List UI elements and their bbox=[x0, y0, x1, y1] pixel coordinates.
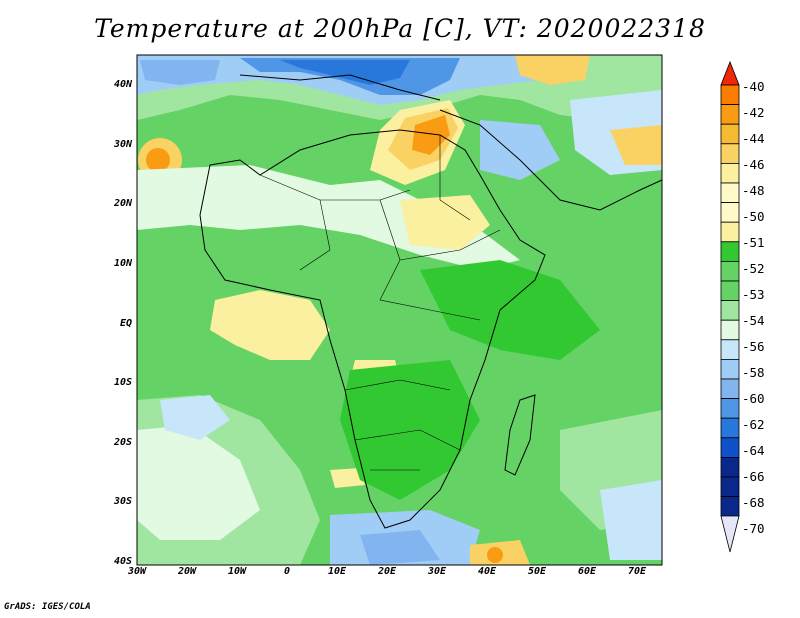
colorbar-label: -70 bbox=[742, 521, 765, 536]
lon-label: 30W bbox=[127, 566, 147, 577]
map-title: Temperature at 200hPa [C], VT: 202002231… bbox=[94, 14, 706, 43]
colorbar-top-arrow bbox=[720, 60, 740, 86]
colorbar-label: -53 bbox=[742, 287, 765, 302]
colorbar-label: -54 bbox=[742, 313, 765, 328]
lat-label: 10N bbox=[113, 258, 132, 269]
lat-label: 40N bbox=[113, 79, 132, 90]
colorbar-label: -44 bbox=[742, 131, 765, 146]
colorbar-label: -40 bbox=[742, 79, 765, 94]
colorbar-label: -46 bbox=[742, 157, 765, 172]
lat-label: 40S bbox=[113, 556, 132, 567]
coastlines bbox=[199, 74, 663, 529]
colorbar-label: -50 bbox=[742, 209, 765, 224]
colorbar-label: -56 bbox=[742, 339, 765, 354]
lon-label: 30E bbox=[427, 566, 447, 577]
lon-label: 20E bbox=[377, 566, 397, 577]
map-frame bbox=[136, 54, 663, 566]
lon-label: 50E bbox=[527, 566, 547, 577]
lon-label: 0 bbox=[283, 566, 291, 577]
lon-label: 70E bbox=[627, 566, 647, 577]
colorbar-label: -60 bbox=[742, 391, 765, 406]
colorbar-label: -68 bbox=[742, 495, 765, 510]
colorbar bbox=[720, 60, 740, 553]
lon-label: 10W bbox=[227, 566, 247, 577]
colorbar-label: -51 bbox=[742, 235, 765, 250]
colorbar-label: -42 bbox=[742, 105, 765, 120]
lon-label: 60E bbox=[577, 566, 597, 577]
colorbar-label: -52 bbox=[742, 261, 765, 276]
colorbar-label: -66 bbox=[742, 469, 765, 484]
lat-label: EQ bbox=[119, 318, 132, 329]
lat-label: 20N bbox=[113, 198, 132, 209]
lat-label: 20S bbox=[113, 437, 132, 448]
temperature-field bbox=[137, 55, 662, 565]
country-borders bbox=[259, 135, 501, 471]
lat-label: 30S bbox=[113, 496, 132, 507]
colorbar-label: -62 bbox=[742, 417, 765, 432]
lon-label: 40E bbox=[477, 566, 497, 577]
lon-label: 10E bbox=[327, 566, 347, 577]
colorbar-label: -58 bbox=[742, 365, 765, 380]
lat-label: 30N bbox=[113, 139, 132, 150]
colorbar-label: -64 bbox=[742, 443, 765, 458]
lat-label: 10S bbox=[113, 377, 132, 388]
colorbar-bottom-arrow bbox=[720, 515, 740, 553]
colorbar-label: -48 bbox=[742, 183, 765, 198]
credit-text: GrADS: IGES/COLA bbox=[4, 602, 91, 612]
lon-label: 20W bbox=[177, 566, 197, 577]
